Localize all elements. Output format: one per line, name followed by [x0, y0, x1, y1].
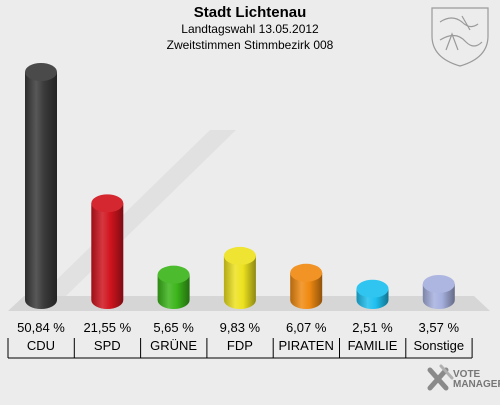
- bar-sonstige: [422, 274, 455, 309]
- vote-manager-wordmark: VOTE MANAGER: [453, 370, 500, 390]
- bar-top: [25, 63, 57, 81]
- bars-group: [25, 63, 455, 309]
- bar-cdu: [25, 63, 57, 309]
- bar-piraten: [290, 263, 323, 309]
- vote-manager-line2: MANAGER: [453, 379, 500, 390]
- coat-of-arms-icon: [431, 7, 489, 67]
- vote-manager-logo-icon: [427, 364, 454, 391]
- chart-shadow-band: [40, 130, 236, 296]
- bar-body: [157, 274, 190, 309]
- category-label: CDU: [26, 338, 56, 353]
- category-label: FAMILIE: [347, 338, 398, 353]
- value-label: 3,57 %: [418, 320, 460, 335]
- value-label: 2,51 %: [352, 320, 393, 335]
- value-label: 6,07 %: [285, 320, 327, 335]
- bar-top: [290, 263, 323, 282]
- chart-subtitle-district: Zweitstimmen Stimmbezirk 008: [166, 38, 334, 52]
- bar-fdp: [223, 246, 256, 309]
- category-label: PIRATEN: [278, 338, 334, 353]
- chart-title: Stadt Lichtenau: [193, 4, 307, 21]
- bar-body: [223, 255, 256, 309]
- bar-familie: [356, 279, 389, 309]
- value-label: 9,83 %: [219, 320, 261, 335]
- chart-subtitle-election: Landtagswahl 13.05.2012: [181, 22, 319, 36]
- bar-spd: [91, 194, 124, 309]
- value-label: 21,55 %: [83, 320, 132, 335]
- bar-body: [290, 272, 323, 309]
- category-label: Sonstige: [413, 338, 465, 353]
- bar-gr-ne: [157, 265, 190, 309]
- bar-body: [25, 72, 57, 309]
- bar-top: [91, 194, 124, 213]
- bar-top: [356, 279, 389, 298]
- value-label: 50,84 %: [17, 320, 65, 335]
- bar-top: [157, 265, 190, 284]
- bar-top: [422, 274, 455, 293]
- value-label: 5,65 %: [153, 320, 194, 335]
- category-label: GRÜNE: [150, 338, 198, 353]
- category-label: SPD: [93, 338, 121, 353]
- category-dividers: [7, 338, 473, 358]
- vote-manager-line1: VOTE: [453, 369, 481, 380]
- bar-body: [91, 203, 124, 309]
- category-label: FDP: [226, 338, 253, 353]
- bar-top: [223, 246, 256, 265]
